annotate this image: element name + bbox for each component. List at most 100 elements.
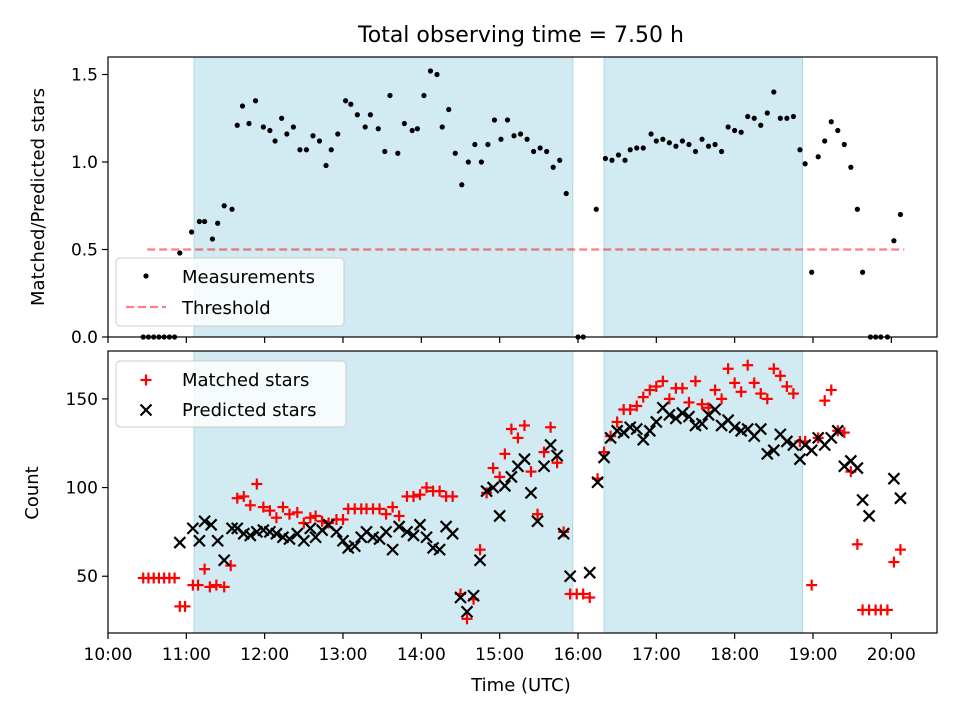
matched-star-point [806,579,818,591]
top-y-tick-label: 1.5 [71,66,98,86]
measurement-point [615,152,622,158]
measurement-point [229,206,235,212]
measurement-point [409,127,415,134]
top-axes-frame [107,56,938,338]
measurement-point [557,157,563,163]
predicted-star-point [198,514,211,528]
measurement-point [465,159,471,165]
x-tick-label: 11:00 [162,645,211,665]
matched-star-point [304,512,316,524]
matched-star-point [735,386,747,398]
matched-star-point [407,490,419,502]
predicted-star-point [650,415,663,429]
measurement-point [828,119,834,125]
measurement-point [666,140,672,146]
predicted-star-point [433,543,446,556]
measurement-point [267,127,273,134]
predicted-star-point [591,475,604,489]
measurement-point [260,124,266,130]
measurement-point [234,122,240,128]
predicted-star-point [400,525,414,539]
measurement-point [343,98,349,104]
top-y-tick-label: 0.0 [71,328,98,348]
matched-star-point [676,382,688,394]
measurement-point [705,143,712,149]
matched-star-point [709,384,721,396]
measurement-point [196,218,202,225]
top-axes: 0.0 0.5 1.0 1.5 [71,56,938,348]
predicted-star-point [544,438,557,452]
measurement-point [215,220,221,226]
top-legend: Measurements Threshold [115,257,345,327]
predicted-star-point [304,522,317,535]
matched-star-point [650,380,662,392]
measurement-point [809,269,815,275]
predicted-star-point [486,481,500,494]
measurement-point [634,145,640,151]
matched-star-point [742,359,754,371]
measurement-point [640,145,646,151]
predicted-star-point [728,420,741,434]
legend-threshold-label: Threshold [181,298,271,319]
predicted-star-point [856,493,869,507]
predicted-star-point [480,484,493,498]
matched-star-point [558,526,570,538]
x-tick-label: 15:00 [475,645,524,665]
measurement-point [764,110,770,116]
measurement-point [848,164,854,170]
measurement-point [485,141,491,148]
measurement-point [897,211,904,218]
matched-star-point [755,388,767,400]
matched-star-point [218,581,230,593]
predicted-star-point [460,605,474,618]
measurement-point [854,206,860,212]
predicted-star-point [270,527,283,540]
predicted-star-point [454,591,467,604]
measurement-point [622,157,628,163]
bottom-y-tick-label: 100 [66,479,98,499]
matched-star-point [210,579,222,591]
legend-predicted-label: Predicted stars [182,400,316,421]
measurement-point [421,92,427,99]
measurement-point [177,250,183,256]
x-tick-label: 19:00 [788,645,837,665]
x-tick-label: 18:00 [710,645,759,665]
measurement-point [297,147,303,153]
matched-star-point [689,375,701,387]
bottom-y-axis-label: Count [22,466,43,519]
predicted-star-point [217,554,231,567]
bottom-legend-frame [115,360,347,428]
predicted-star-point [793,452,807,466]
shaded-interval [603,56,804,338]
predicted-star-point [887,472,901,485]
matched-star-point [722,363,734,375]
top-panel: 0.0 0.5 1.0 1.5 Matched/Predicted stars Mea… [28,56,938,348]
measurement-point [303,147,310,153]
legend-measurements-label: Measurements [182,267,315,288]
measurement-point [648,131,654,137]
measurement-point [859,269,866,275]
measurement-point [387,92,393,99]
predicted-star-point [413,518,427,532]
matched-star-point [881,604,893,616]
measurement-point [517,131,524,137]
measurement-point [679,138,686,144]
matched-star-point [374,503,386,515]
matched-star-point [657,375,669,387]
predicted-star-point [557,527,570,540]
predicted-star-point [695,417,709,430]
measurement-point [427,68,434,74]
matched-star-point [894,544,906,556]
matched-star-point [631,400,643,412]
matched-star-point [225,560,237,572]
measurement-point [784,115,790,121]
predicted-star-point [597,451,611,464]
measurement-point [802,161,808,167]
matched-star-point [748,377,760,389]
measurement-point [310,133,316,139]
x-tick-label: 12:00 [240,645,289,665]
predicted-star-point [780,435,794,448]
measurement-point [382,148,388,155]
predicted-star-point [505,470,518,484]
top-y-tick-label: 0.5 [71,241,98,261]
